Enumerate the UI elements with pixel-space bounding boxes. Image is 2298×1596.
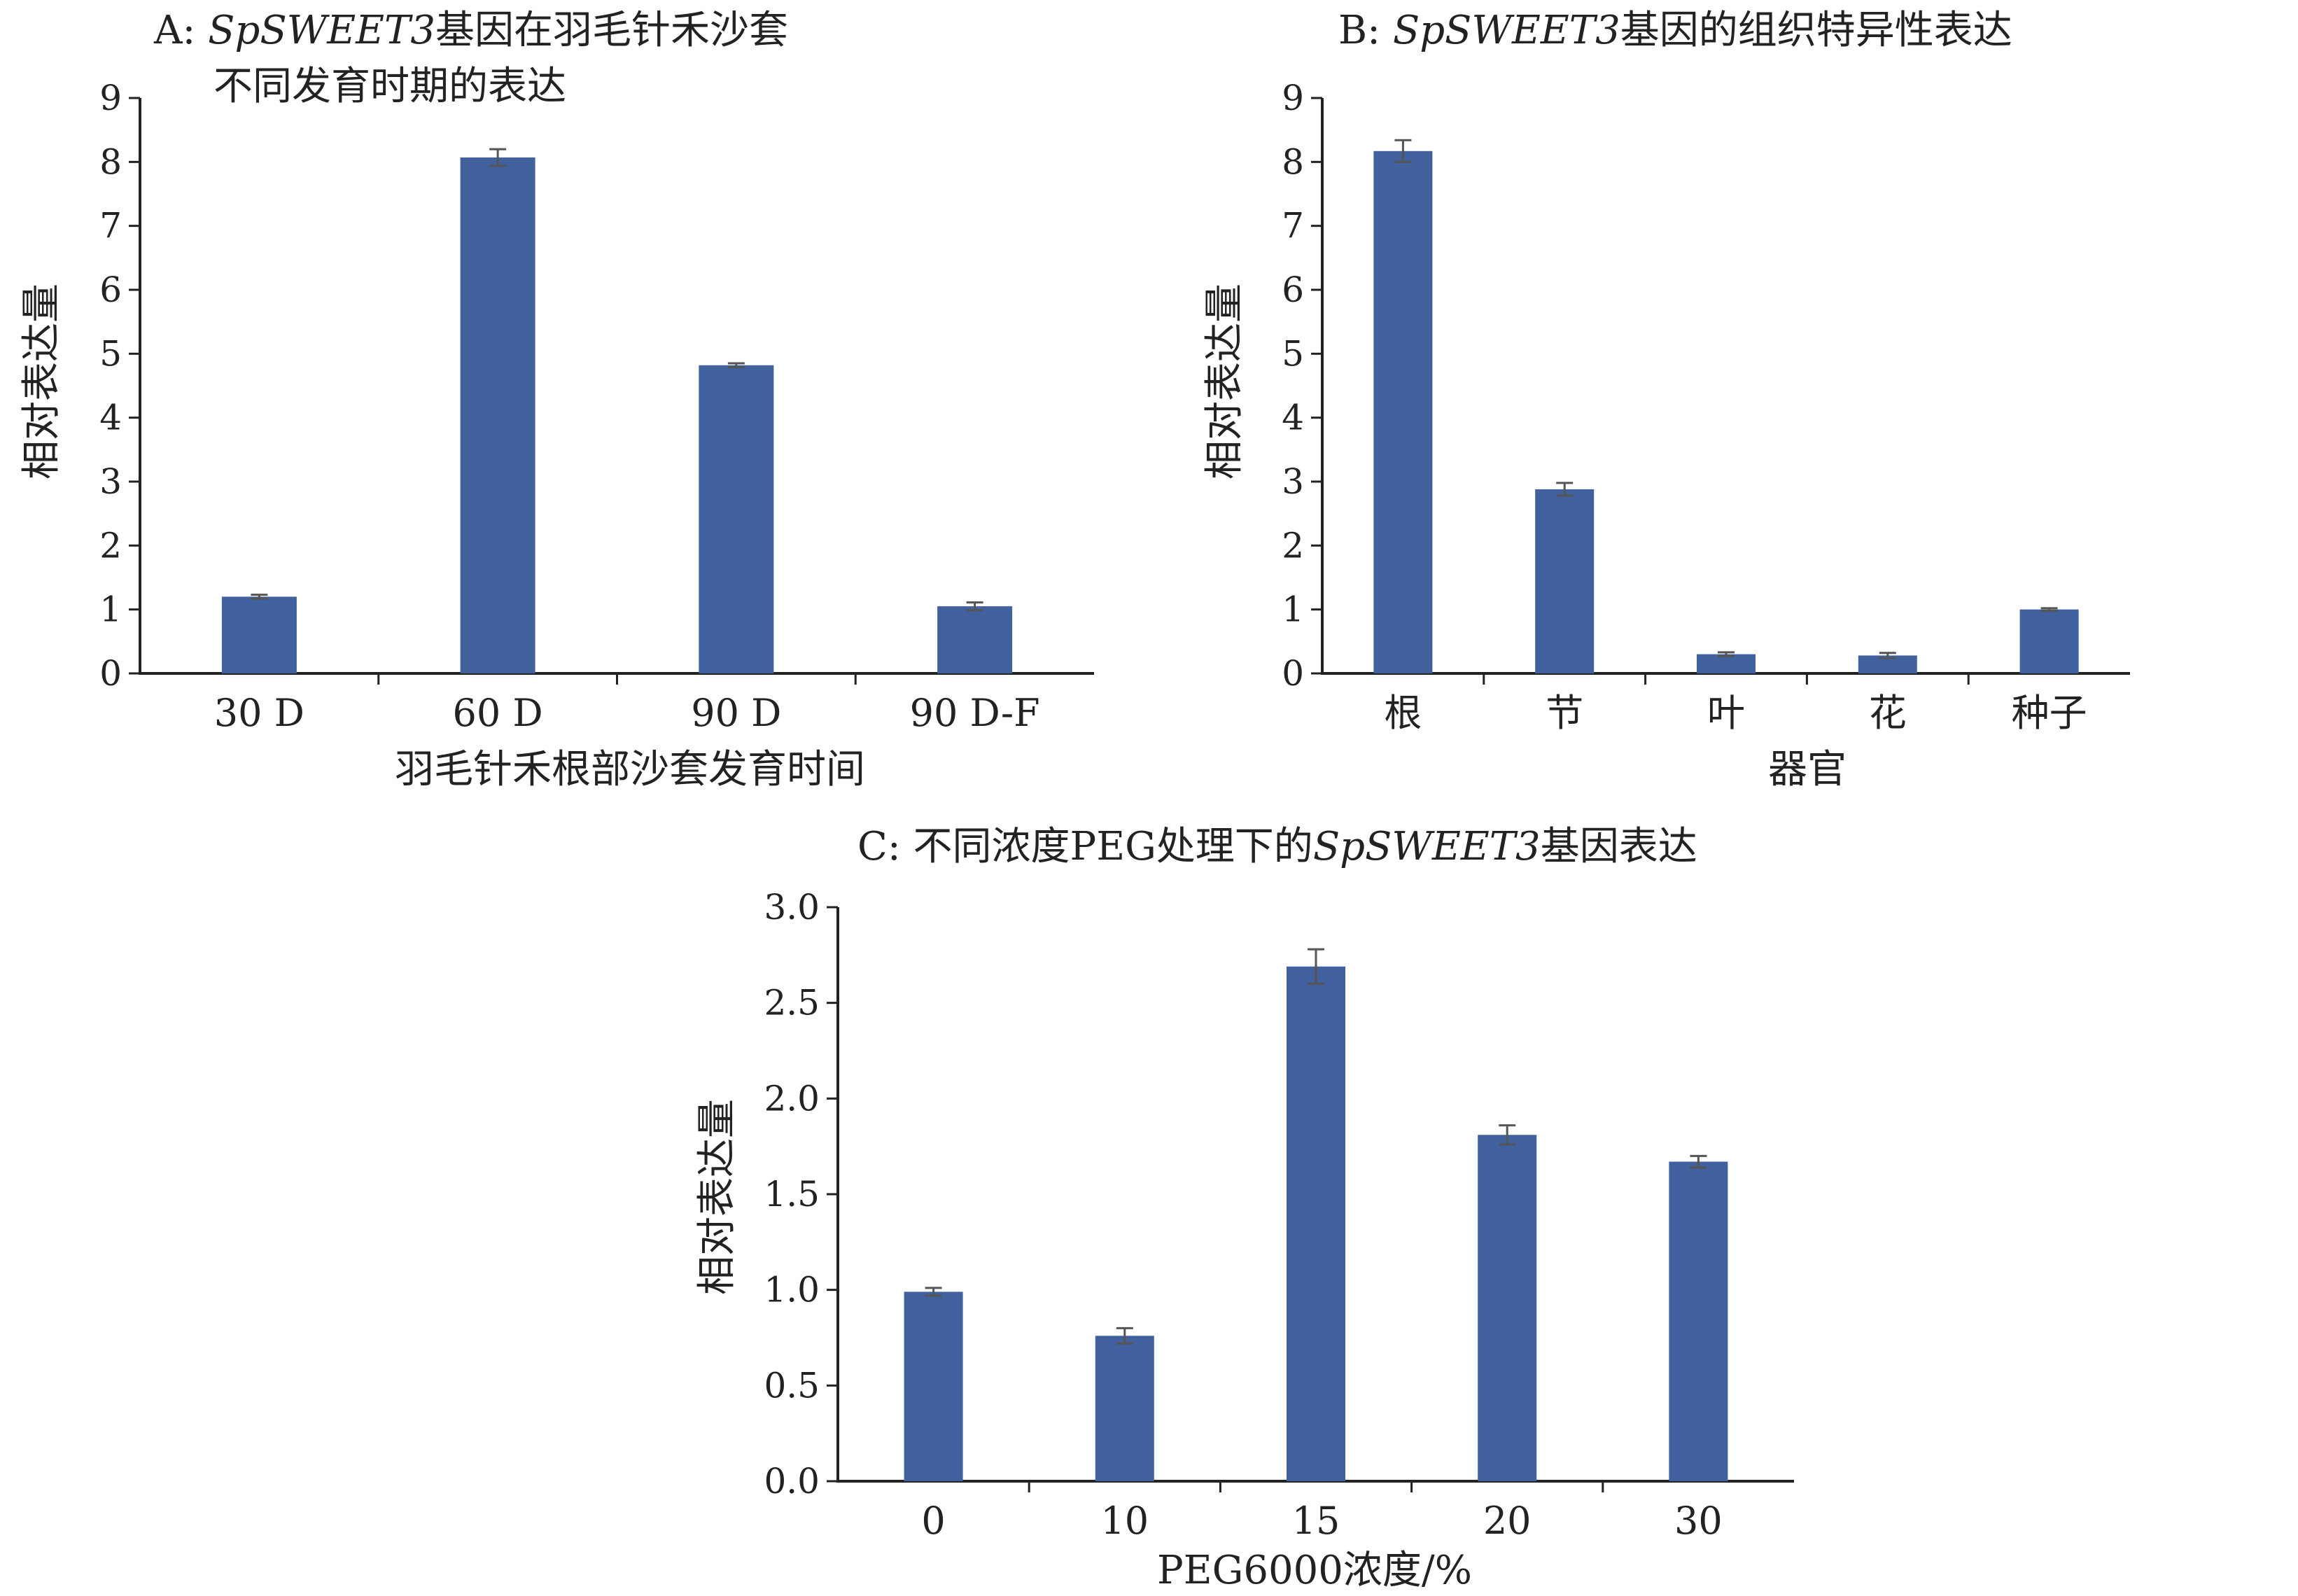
x-tick-label: 30 D [214,691,304,735]
y-tick-label: 0.0 [764,1461,820,1502]
bar [1697,654,1756,673]
x-tick-label: 15 [1292,1499,1340,1543]
y-axis-title: 相对表达量 [1202,284,1247,479]
x-tick-label: 30 [1674,1499,1723,1543]
x-tick-label: 10 [1100,1499,1149,1543]
y-tick-label: 0.5 [764,1365,820,1406]
bar [1669,1161,1728,1481]
bar [699,365,774,673]
bar [1478,1135,1537,1481]
chart-a: 0 1 2 3 4 5 6 7 8 9 30 D 60 D 90 D 90 D-F 羽毛针禾根部沙套发育时间… [19,8,1094,792]
y-tick-label: 8 [99,141,122,182]
y-tick-label: 7 [1282,206,1304,246]
y-tick-label: 5 [1282,333,1304,374]
x-tick-label: 种子 [2012,691,2087,735]
bar [460,157,535,673]
x-tick-label: 0 [921,1499,945,1543]
chart-title: C: 不同浓度PEG处理下的SpSWEET3基因表达 [857,824,1697,869]
y-tick-label: 0 [99,653,122,694]
bar [1373,150,1433,674]
y-tick-label: 9 [1282,78,1304,118]
x-tick-label: 20 [1483,1499,1532,1543]
y-tick-label: 2.5 [764,983,820,1023]
bar [221,596,297,673]
title-prefix: B: [1338,8,1393,53]
y-tick-label: 8 [1282,141,1304,182]
title-prefix: A: [153,8,208,53]
bar [1535,489,1595,673]
y-tick-label: 2 [99,525,122,566]
bar [1095,1336,1154,1481]
y-tick-label: 1 [99,589,122,630]
title-gene-name: SpSWEET3 [208,8,435,53]
bar [904,1292,963,1481]
x-axis-title: PEG6000浓度/% [1157,1548,1472,1593]
x-tick-label: 根 [1384,691,1422,735]
title-prefix: C: 不同浓度PEG处理下的 [857,824,1313,869]
bar [1287,966,1345,1481]
y-tick-label: 7 [99,206,122,246]
y-tick-label: 1.0 [764,1270,820,1310]
chart-title: A: SpSWEET3基因在羽毛针禾沙套 [153,8,788,53]
y-tick-label: 2.0 [764,1078,820,1119]
y-axis-title: 相对表达量 [19,284,64,479]
title-gene-name: SpSWEET3 [1393,8,1620,53]
x-tick-label: 90 D-F [910,691,1040,735]
y-tick-label: 3.0 [764,887,820,927]
y-tick-label: 4 [1282,398,1304,438]
x-tick-label: 叶 [1707,691,1745,735]
y-axis-title: 相对表达量 [694,1099,740,1295]
y-tick-label: 1 [1282,589,1304,630]
y-tick-label: 4 [99,398,122,438]
x-tick-label: 节 [1546,691,1583,735]
y-tick-label: 9 [99,78,122,118]
title-gene-name: SpSWEET3 [1313,824,1541,869]
x-tick-label: 花 [1869,691,1907,735]
y-tick-label: 2 [1282,525,1304,566]
y-tick-label: 0 [1282,653,1304,694]
x-tick-label: 90 D [691,691,781,735]
bar [2019,609,2079,673]
title-suffix: 基因表达 [1541,824,1697,869]
bar [937,606,1013,673]
x-axis-title: 器官 [1768,747,1847,792]
y-tick-label: 3 [99,461,122,502]
y-tick-label: 6 [1282,270,1304,310]
x-axis-title: 羽毛针禾根部沙套发育时间 [395,747,865,792]
title-suffix: 基因在羽毛针禾沙套 [435,8,788,53]
chart-title: B: SpSWEET3基因的组织特异性表达 [1338,8,2012,53]
x-tick-label: 60 D [453,691,543,735]
y-tick-label: 5 [99,333,122,374]
y-tick-label: 1.5 [764,1174,820,1214]
title-suffix: 基因的组织特异性表达 [1620,8,2012,53]
y-tick-label: 3 [1282,461,1304,502]
y-tick-label: 6 [99,270,122,310]
chart-c: 0.0 0.5 1.0 1.5 2.0 2.5 3.0 0 10 15 20 30 PEG6000浓度/… [694,824,1794,1593]
chart-title-line2: 不同发育时期的表达 [213,64,566,109]
